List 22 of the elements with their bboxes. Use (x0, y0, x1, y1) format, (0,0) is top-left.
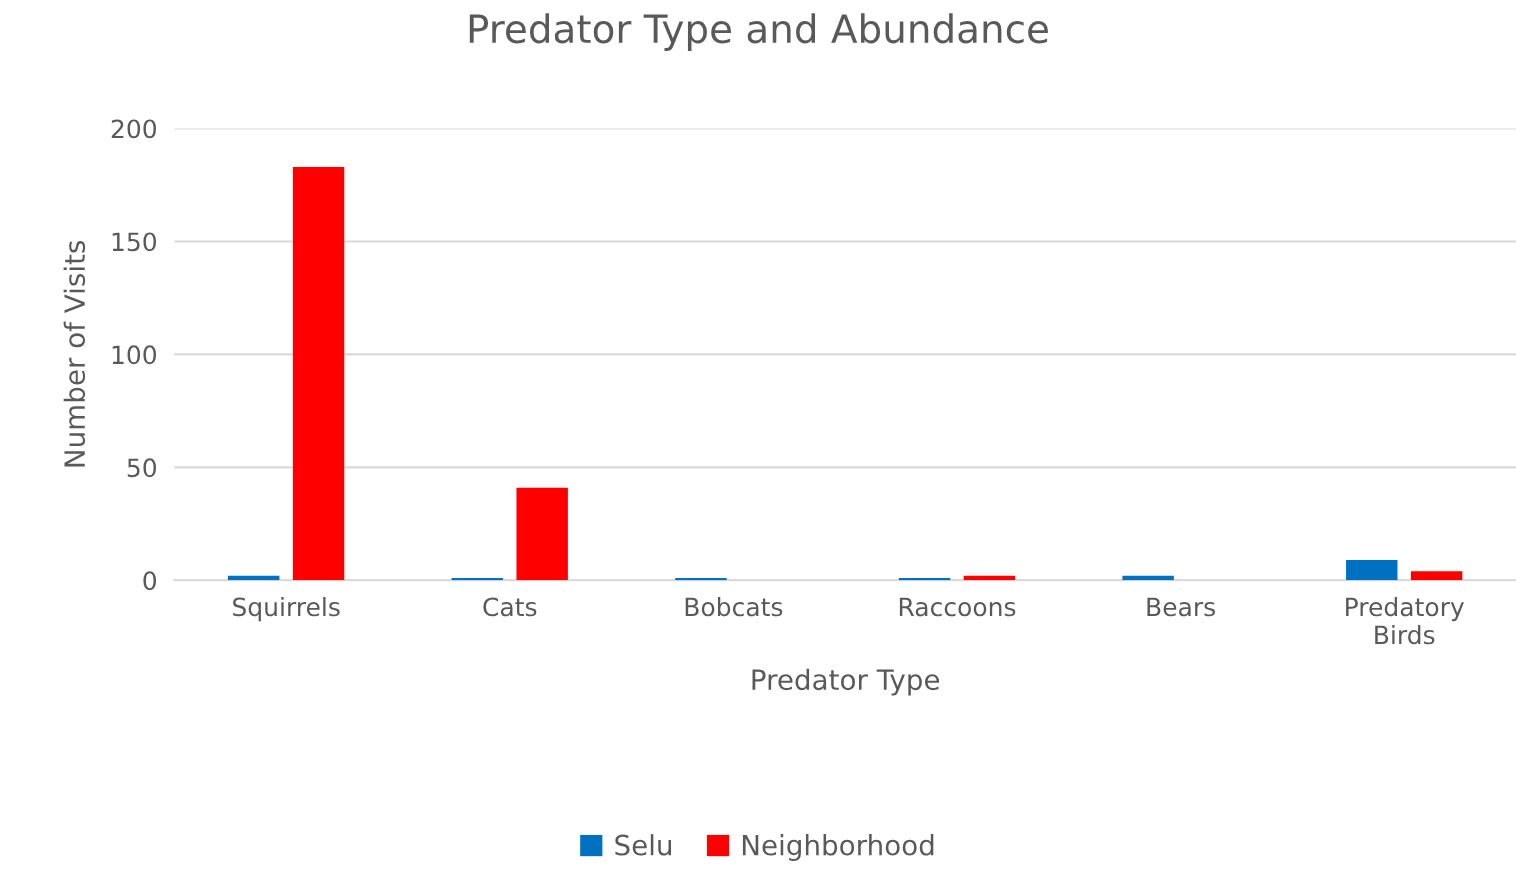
y-tick-label: 200 (111, 119, 157, 139)
y-axis-title: Number of Visits (63, 240, 86, 467)
y-tick-label: 50 (127, 458, 157, 478)
y-tick-label: 100 (112, 345, 157, 365)
x-tick-label: Cats (483, 597, 537, 617)
bar (1346, 560, 1398, 581)
legend-label: Neighborhood (742, 834, 934, 861)
x-axis-title: Predator Type (752, 668, 940, 696)
x-tick-label: Squirrels (233, 597, 340, 622)
x-tick-label: Bears (1147, 597, 1215, 617)
bar (292, 166, 345, 581)
x-tick-label: Predatory Birds (1346, 597, 1464, 645)
bar (1122, 575, 1174, 581)
bar (675, 578, 727, 581)
bar (1410, 571, 1463, 581)
x-tick-label: Raccoons (899, 597, 1016, 617)
y-tick-label: 150 (112, 232, 157, 252)
chart-title: Predator Type and Abundance (469, 13, 1048, 51)
y-tick-label: 0 (143, 571, 157, 591)
bar (516, 487, 568, 581)
legend-label: Selu (615, 834, 672, 856)
x-tick-label: Bobcats (685, 597, 783, 617)
